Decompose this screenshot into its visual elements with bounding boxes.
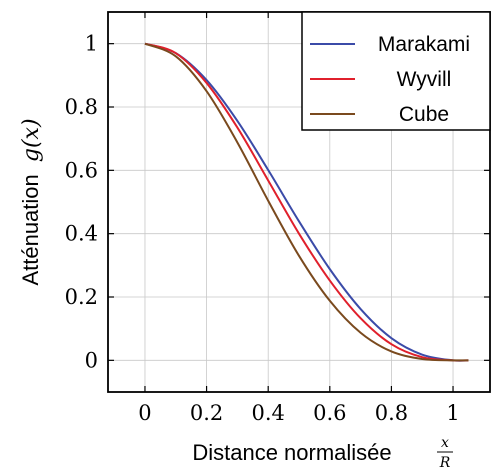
x-tick-label: 0.8 [375,401,408,425]
x-tick-label: 0.2 [190,401,223,425]
plot-frame [107,11,491,393]
series-line-cube [144,42,469,362]
x-axis-label-text: Distance normalisée [192,440,391,465]
x-axis-label: Distance normalisée [192,440,391,465]
legend-label-cube: Cube [399,103,449,126]
legend-box [301,11,491,131]
y-axis-label-text: Atténuation [18,174,43,285]
y-tick-label: 1 [85,32,98,56]
y-tick-label: 0.2 [65,285,98,309]
series-lines [144,42,469,362]
series-line-marakami [144,42,469,362]
legend: Marakami Wyvill Cube [301,11,491,131]
x-axis-label-denominator: R [439,455,451,471]
ticks: 0 0.2 0.4 0.6 0.8 1 0 0.2 0.4 0.6 0.8 1 [65,12,490,425]
series-line-wyvill [144,42,469,362]
x-tick-label: 0.4 [251,401,284,425]
x-axis-label-numerator: x [441,435,449,451]
y-tick-label: 0.6 [65,158,98,182]
y-axis-label: Atténuation g(x) [18,118,44,285]
x-tick-label: 0.6 [313,401,346,425]
y-tick-label: 0.8 [65,95,98,119]
legend-label-marakami: Marakami [378,33,470,56]
x-tick-label: 0 [138,401,151,425]
y-tick-label: 0 [85,348,98,372]
x-tick-label: 1 [446,401,459,425]
x-axis-label-fraction: x R [437,435,453,471]
y-tick-label: 0.4 [65,222,98,246]
legend-label-wyvill: Wyvill [397,68,452,91]
y-axis-label-math: g(x) [19,118,44,162]
